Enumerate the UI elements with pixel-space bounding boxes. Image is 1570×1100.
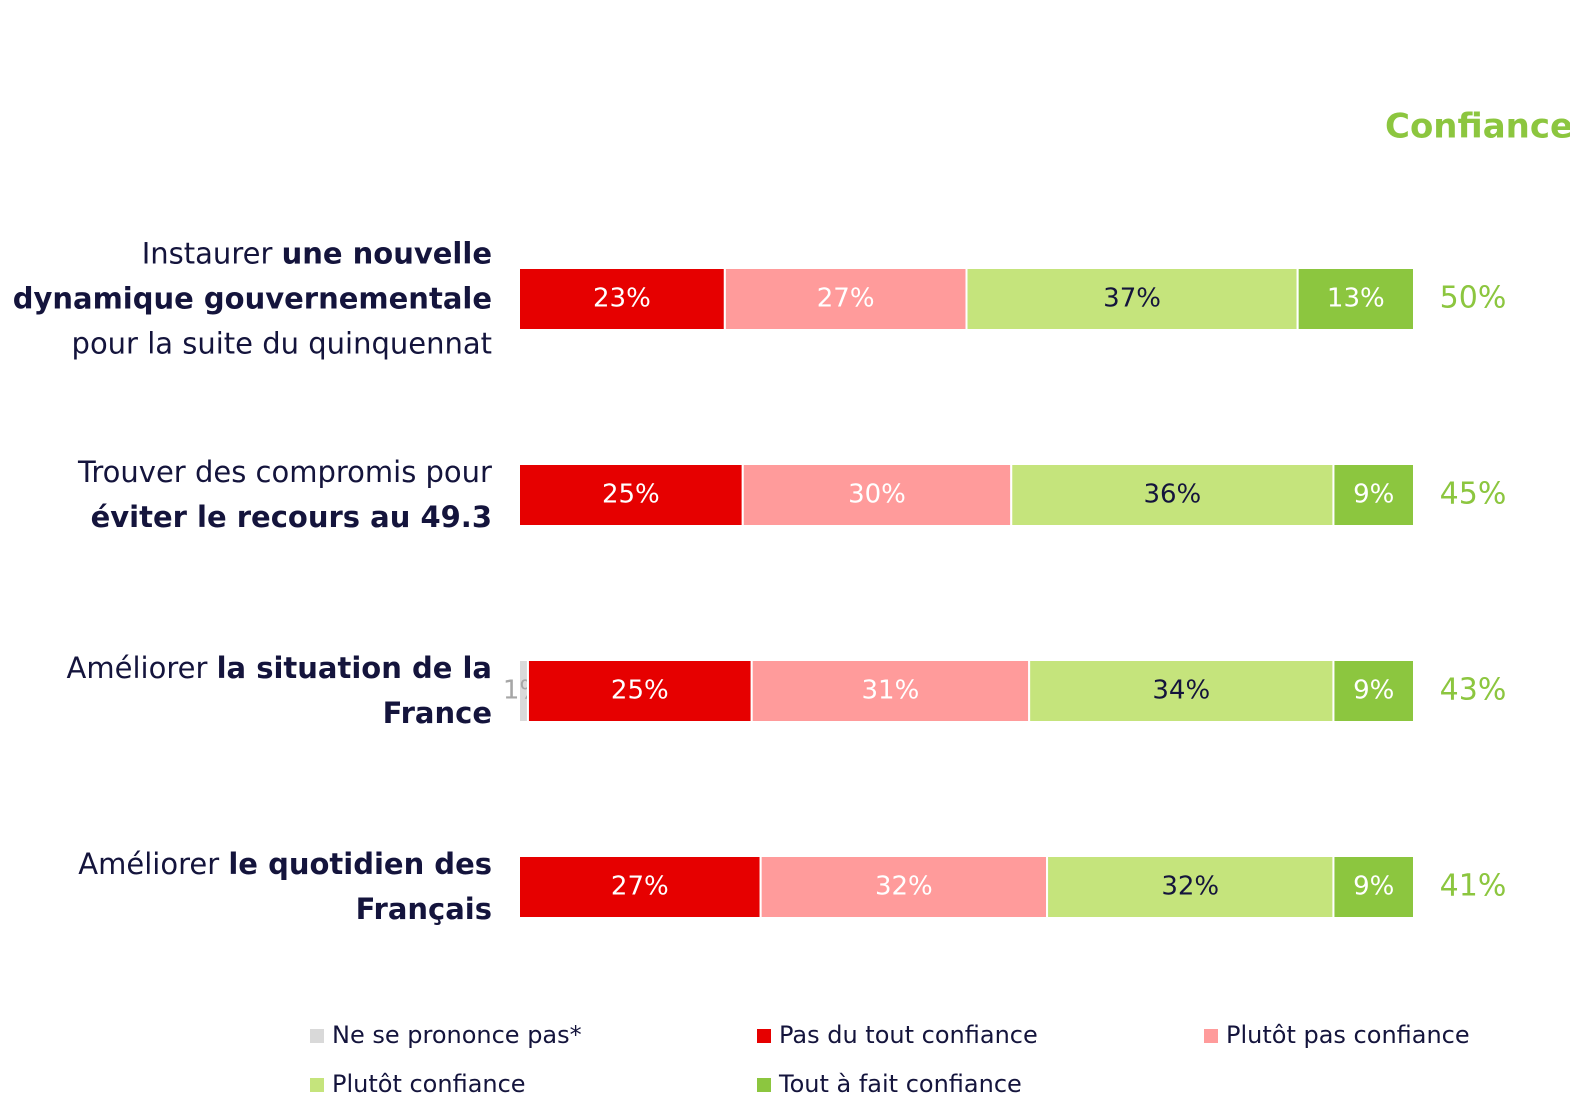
bar-segment (723, 267, 968, 331)
value-label: 31% (862, 676, 920, 706)
legend-label: Pas du tout confiance (779, 1021, 1038, 1049)
bar-segment (1332, 855, 1415, 919)
legend-label: Plutôt pas confiance (1226, 1021, 1470, 1049)
category-label-part: éviter le recours au 49.3 (90, 500, 492, 534)
bar-segment (759, 855, 1049, 919)
legend-swatch (1204, 1029, 1218, 1043)
category-label-part: la situation de la France (216, 651, 503, 730)
category-label: Améliorer la situation de la France (10, 646, 492, 736)
legend-swatch (310, 1029, 324, 1043)
legend-swatch (757, 1029, 771, 1043)
bar-segment (965, 267, 1299, 331)
category-label-part: Trouver des compromis pour (77, 455, 502, 489)
category-label-part: le quotidien des Français (228, 847, 503, 926)
value-label: 32% (875, 872, 933, 902)
value-label: 23% (593, 284, 651, 314)
value-label: 9% (1353, 872, 1394, 902)
value-label: 30% (848, 480, 906, 510)
category-label-part: une nouvelle dynamique gouvernementale (12, 236, 503, 316)
bar-segment (1332, 463, 1415, 527)
category-label-part: Améliorer (78, 847, 229, 881)
value-label: 32% (1161, 872, 1219, 902)
category-label: Instaurer une nouvelle dynamique gouvern… (10, 232, 492, 367)
value-label: 37% (1103, 284, 1161, 314)
value-label: 36% (1143, 480, 1201, 510)
category-label-part: Améliorer (66, 651, 217, 685)
bar-segment (1332, 659, 1415, 723)
bar-segment (518, 267, 726, 331)
bar-segment (750, 659, 1031, 723)
total-label: 43% (1440, 673, 1507, 708)
category-label-part: Instaurer (141, 236, 282, 271)
totals-title: Confiance (1385, 107, 1570, 147)
total-label: 50% (1440, 281, 1507, 316)
legend-swatch (757, 1078, 771, 1092)
bar-segment (1296, 267, 1416, 331)
bar-segment (1010, 463, 1335, 527)
legend-swatch (310, 1078, 324, 1092)
value-label: 13% (1327, 284, 1385, 314)
value-label: 34% (1152, 676, 1210, 706)
total-label: 45% (1440, 477, 1507, 512)
category-label: Trouver des compromis pour éviter le rec… (10, 450, 492, 540)
value-label: 9% (1353, 480, 1394, 510)
value-label: 27% (611, 872, 669, 902)
bar-segment (526, 659, 753, 723)
value-label: 27% (817, 284, 875, 314)
category-label: Améliorer le quotidien des Français (10, 842, 492, 932)
bar-segment (741, 463, 1013, 527)
total-label: 41% (1440, 869, 1507, 904)
bar-segment (1028, 659, 1335, 723)
category-label-part: pour la suite du quinquennat (71, 281, 502, 361)
value-label: 25% (602, 480, 660, 510)
legend-label: Ne se prononce pas* (332, 1021, 582, 1049)
legend-label: Tout à fait confiance (778, 1070, 1022, 1098)
value-label: 25% (611, 676, 669, 706)
bar-segment (518, 463, 744, 527)
value-label: 9% (1353, 676, 1394, 706)
legend-label: Plutôt confiance (332, 1070, 526, 1098)
